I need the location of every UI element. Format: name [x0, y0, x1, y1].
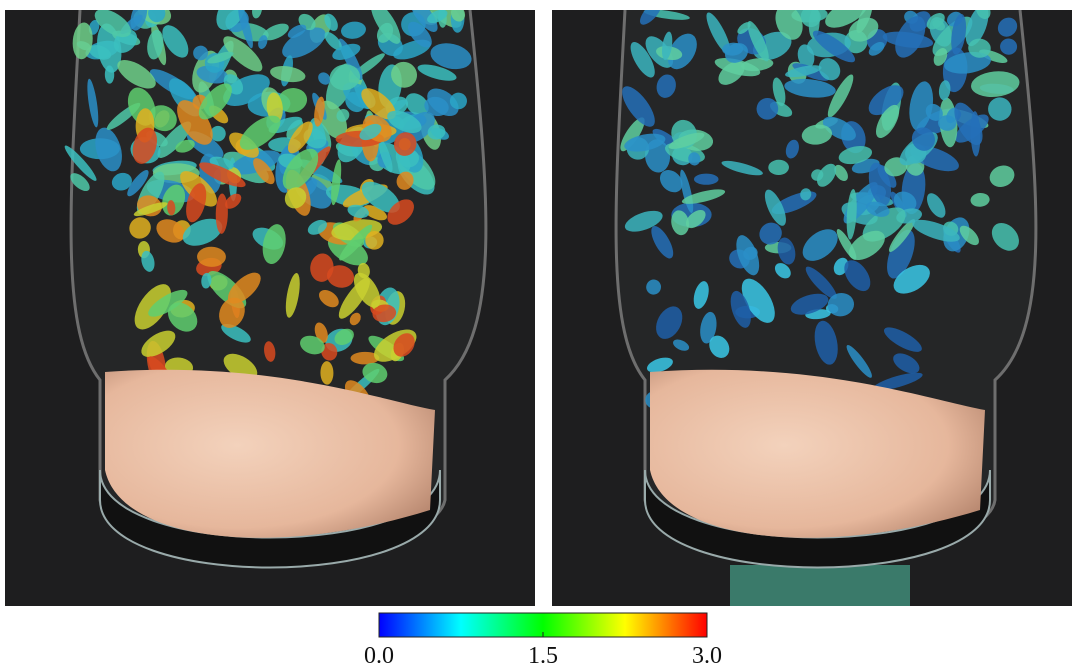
figure: 0.0 1.5 3.0 — [0, 0, 1072, 666]
colorbar-tick-label: 3.0 — [692, 643, 722, 666]
colorbar-tick-label: 0.0 — [364, 643, 394, 666]
left-render — [5, 0, 535, 606]
vortex-blob — [694, 174, 719, 185]
page: 0.01.53.0 (() => { const data = JSON.par… — [0, 0, 1072, 666]
colorbar-tick-label: 1.5 — [528, 643, 558, 666]
right-render — [552, 0, 1072, 606]
